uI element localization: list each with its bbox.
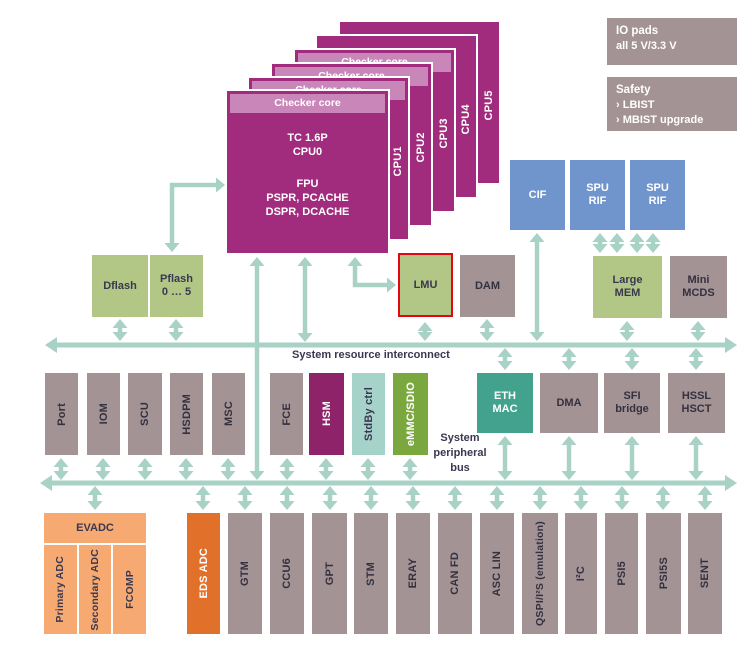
block-hsm: HSM: [309, 373, 344, 455]
io-pads-title: IO pads: [616, 25, 659, 37]
block-dam-label: DAM: [474, 280, 501, 292]
block-hsdpm-label: HSDPM: [180, 393, 193, 435]
block-port-label: Port: [55, 402, 68, 426]
system-resource-interconnect-label: System resource interconnect: [292, 349, 450, 361]
block-sfi-bridge: SFI bridge: [604, 373, 660, 433]
block-emmc-sdio-label: eMMC/SDIO: [404, 381, 417, 447]
safety-item-lbist: › LBIST: [616, 99, 655, 111]
block-pflash: Pflash 0 … 5: [150, 255, 203, 317]
block-lmu-label: LMU: [413, 279, 438, 291]
evadc-secondary-adc-label: Secondary ADC: [89, 548, 101, 631]
block-msc: MSC: [212, 373, 245, 455]
block-fce-label: FCE: [280, 402, 293, 426]
evadc-title: EVADC: [44, 513, 146, 543]
evadc-fcomp: FCOMP: [113, 545, 147, 634]
evadc-primary-adc-label: Primary ADC: [54, 556, 67, 623]
block-gpt-label: GPT: [323, 561, 336, 586]
cpu3-label: CPU3: [438, 117, 450, 148]
block-sfi-bridge-label: SFI bridge: [615, 390, 649, 415]
block-hsm-label: HSM: [320, 401, 333, 427]
safety-title: Safety: [616, 84, 651, 96]
block-hsdpm: HSDPM: [170, 373, 203, 455]
block-stm-label: STM: [365, 561, 377, 586]
block-dam: DAM: [460, 255, 515, 317]
block-gtm-label: GTM: [239, 560, 251, 587]
evadc-primary-adc: Primary ADC: [44, 545, 77, 634]
block-dma: DMA: [540, 373, 598, 433]
block-large-mem: Large MEM: [593, 256, 662, 318]
block-stdby-ctrl-label: StdBy ctrl: [362, 387, 375, 441]
block-ccu6-label: CCU6: [281, 558, 293, 589]
cpu2-label: CPU2: [415, 131, 427, 162]
block-spu-rif-2-label: SPU RIF: [646, 182, 669, 207]
block-cif-label: CIF: [528, 188, 547, 201]
block-qspi-i2s-label: QSPI/I²S (emulation): [534, 521, 546, 626]
cpu5-label: CPU5: [483, 89, 495, 120]
block-asc-lin-label: ASC LIN: [491, 550, 503, 597]
block-psi5s: PSI5S: [646, 513, 681, 634]
block-scu: SCU: [128, 373, 162, 455]
block-mini-mcds-label: Mini MCDS: [682, 274, 715, 299]
cpu1-label: CPU1: [392, 145, 404, 176]
block-lmu-highlighted: LMU: [398, 253, 453, 317]
block-can-fd-label: CAN FD: [449, 552, 461, 595]
block-spu-rif-2: SPU RIF: [630, 160, 685, 230]
system-peripheral-bus-label: System peripheral bus: [433, 432, 487, 474]
block-fce: FCE: [270, 373, 303, 455]
evadc-group: EVADC Primary ADC Secondary ADC FCOMP: [44, 513, 147, 634]
block-qspi-i2s: QSPI/I²S (emulation): [522, 513, 558, 634]
block-dma-label: DMA: [556, 397, 582, 409]
block-asc-lin: ASC LIN: [480, 513, 514, 634]
evadc-fcomp-label: FCOMP: [123, 570, 136, 609]
block-msc-label: MSC: [222, 401, 235, 427]
block-stm: STM: [354, 513, 388, 634]
block-iom: IOM: [87, 373, 120, 455]
block-emmc-sdio: eMMC/SDIO: [393, 373, 428, 455]
evadc-secondary-adc: Secondary ADC: [78, 545, 112, 634]
block-dflash-label: Dflash: [103, 280, 137, 292]
cpu0-features: FPU PSPR, PCACHE DSPR, DCACHE: [265, 178, 350, 218]
block-port: Port: [45, 373, 78, 455]
block-large-mem-label: Large MEM: [612, 274, 643, 299]
safety-item-mbist: › MBIST upgrade: [616, 114, 704, 126]
io-pads-box: IO pads all 5 V/3.3 V: [607, 18, 737, 65]
block-dflash: Dflash: [92, 255, 148, 317]
block-sent: SENT: [688, 513, 722, 634]
block-psi5s-label: PSI5S: [657, 557, 670, 590]
block-pflash-label: Pflash 0 … 5: [159, 273, 193, 298]
block-eray: ERAY: [396, 513, 430, 634]
block-ccu6: CCU6: [270, 513, 304, 634]
block-spu-rif-1-label: SPU RIF: [586, 182, 609, 207]
cpu0-title: TC 1.6P CPU0: [287, 132, 328, 158]
block-gpt: GPT: [312, 513, 347, 634]
block-cif: CIF: [510, 160, 565, 230]
block-eth-mac-label: ETH MAC: [492, 390, 518, 415]
block-gtm: GTM: [228, 513, 262, 634]
block-scu-label: SCU: [139, 402, 151, 426]
block-sent-label: SENT: [699, 558, 711, 589]
block-psi5-label: PSI5: [615, 561, 628, 586]
cpu0-checker-core-band: Checker core: [230, 94, 385, 113]
block-eds-adc-label: EDS ADC: [197, 548, 210, 599]
block-can-fd: CAN FD: [438, 513, 472, 634]
block-psi5: PSI5: [605, 513, 638, 634]
block-iom-label: IOM: [97, 403, 110, 425]
block-i2c: I²C: [565, 513, 597, 634]
block-eray-label: ERAY: [407, 558, 419, 589]
safety-box: Safety › LBIST › MBIST upgrade: [607, 77, 737, 131]
block-hssl-hsct: HSSL HSCT: [668, 373, 725, 433]
block-stdby-ctrl: StdBy ctrl: [352, 373, 385, 455]
cpu4-label: CPU4: [460, 103, 472, 134]
io-pads-subtitle: all 5 V/3.3 V: [616, 40, 677, 52]
cpu0-block: Checker core TC 1.6P CPU0 FPU PSPR, PCAC…: [225, 89, 390, 255]
block-eds-adc: EDS ADC: [187, 513, 220, 634]
block-i2c-label: I²C: [575, 565, 587, 582]
block-mini-mcds: Mini MCDS: [670, 256, 727, 318]
block-hssl-hsct-label: HSSL HSCT: [681, 390, 712, 415]
block-spu-rif-1: SPU RIF: [570, 160, 625, 230]
block-eth-mac: ETH MAC: [477, 373, 533, 433]
